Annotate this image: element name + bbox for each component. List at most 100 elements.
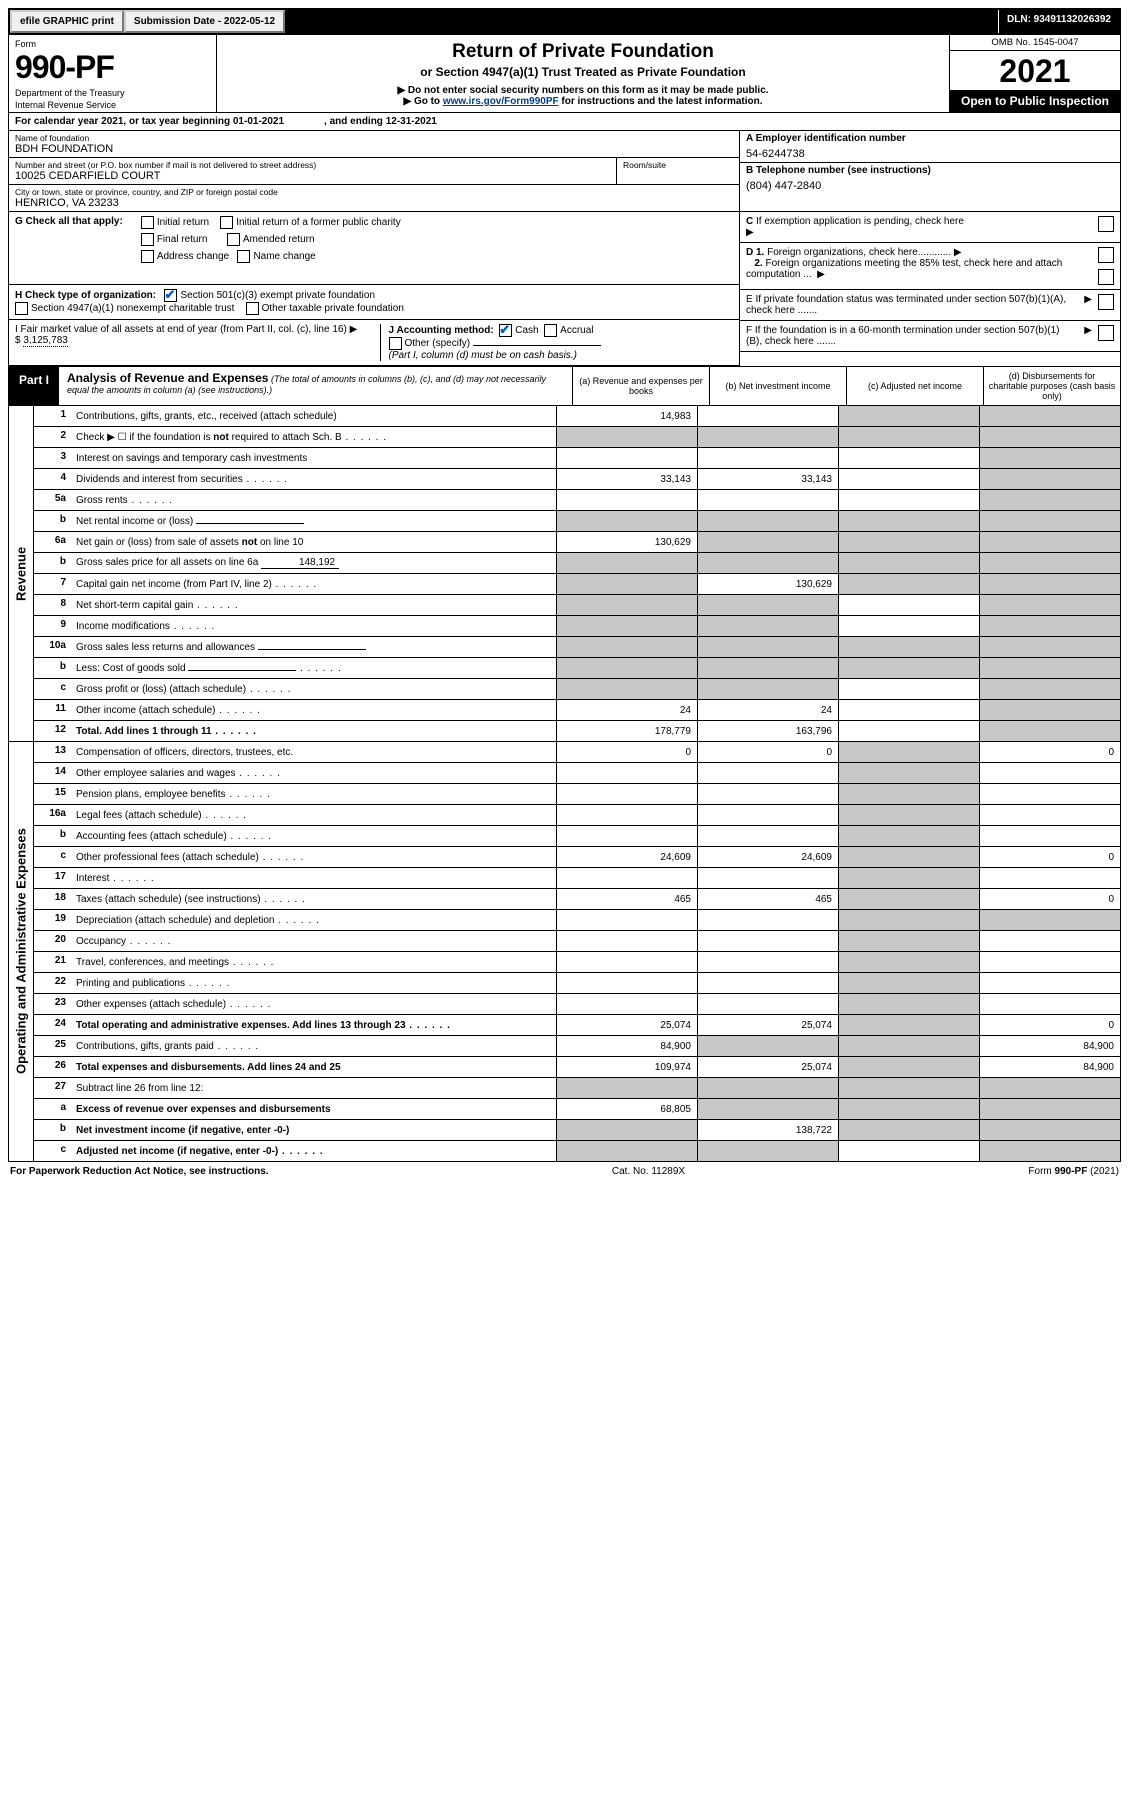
cb-cash[interactable] — [499, 324, 512, 337]
cell-d — [979, 616, 1120, 636]
cb-amended[interactable] — [227, 233, 240, 246]
row-number: b — [34, 553, 72, 573]
row-label: Excess of revenue over expenses and disb… — [72, 1099, 556, 1119]
table-row: bLess: Cost of goods sold — [34, 657, 1120, 678]
cell-a — [556, 805, 697, 825]
cell-b: 130,629 — [697, 574, 838, 594]
cal-end: , and ending 12-31-2021 — [324, 116, 437, 127]
cell-d: 0 — [979, 889, 1120, 909]
cell-a — [556, 952, 697, 972]
cb-address[interactable] — [141, 250, 154, 263]
row-label: Accounting fees (attach schedule) — [72, 826, 556, 846]
cb-other-tax[interactable] — [246, 302, 259, 315]
row-number: 18 — [34, 889, 72, 909]
year-box: OMB No. 1545-0047 2021 Open to Public In… — [949, 35, 1120, 112]
cell-b — [697, 784, 838, 804]
cell-b: 24,609 — [697, 847, 838, 867]
form-header: Form 990-PF Department of the Treasury I… — [8, 35, 1121, 113]
phone: (804) 447-2840 — [746, 180, 1114, 192]
cb-c[interactable] — [1098, 216, 1114, 232]
cell-a: 25,074 — [556, 1015, 697, 1035]
row-label: Total. Add lines 1 through 11 — [72, 721, 556, 741]
table-row: 8Net short-term capital gain — [34, 594, 1120, 615]
cell-a: 24,609 — [556, 847, 697, 867]
dln-label: DLN: 93491132026392 — [999, 10, 1119, 33]
cell-d: 0 — [979, 847, 1120, 867]
table-row: 17Interest — [34, 867, 1120, 888]
j-other-line — [473, 345, 601, 346]
cb-name[interactable] — [237, 250, 250, 263]
cell-c — [838, 847, 979, 867]
cell-b — [697, 532, 838, 552]
cell-d — [979, 973, 1120, 993]
row-number: 22 — [34, 973, 72, 993]
cb-d2[interactable] — [1098, 269, 1114, 285]
cb-4947[interactable] — [15, 302, 28, 315]
row-label: Adjusted net income (if negative, enter … — [72, 1141, 556, 1161]
cell-c — [838, 700, 979, 720]
row-number: 10a — [34, 637, 72, 657]
cb-other[interactable] — [389, 337, 402, 350]
cell-c — [838, 637, 979, 657]
cell-b — [697, 427, 838, 447]
row-label: Check ▶ ☐ if the foundation is not requi… — [72, 427, 556, 447]
cell-a: 68,805 — [556, 1099, 697, 1119]
row-number: 6a — [34, 532, 72, 552]
footer-mid: Cat. No. 11289X — [612, 1166, 685, 1177]
row-number: 26 — [34, 1057, 72, 1077]
cell-b: 0 — [697, 742, 838, 762]
table-row: 12Total. Add lines 1 through 11178,77916… — [34, 720, 1120, 741]
cell-a: 109,974 — [556, 1057, 697, 1077]
cell-a: 84,900 — [556, 1036, 697, 1056]
opt-initial: Initial return — [157, 217, 209, 228]
d-row: D 1. Foreign organizations, check here..… — [740, 243, 1120, 290]
table-row: 15Pension plans, employee benefits — [34, 783, 1120, 804]
col-c-hdr: (c) Adjusted net income — [846, 367, 983, 405]
cell-c — [838, 784, 979, 804]
table-row: cOther professional fees (attach schedul… — [34, 846, 1120, 867]
table-row: bAccounting fees (attach schedule) — [34, 825, 1120, 846]
cb-f[interactable] — [1098, 325, 1114, 341]
cell-a — [556, 994, 697, 1014]
row-label: Gross rents — [72, 490, 556, 510]
j-cell: J Accounting method: Cash Accrual Other … — [380, 324, 734, 361]
cell-a — [556, 637, 697, 657]
table-row: 25Contributions, gifts, grants paid84,90… — [34, 1035, 1120, 1056]
cell-d — [979, 931, 1120, 951]
i-value-link[interactable]: 3,125,783 — [23, 335, 68, 347]
cell-b — [697, 826, 838, 846]
cell-d — [979, 784, 1120, 804]
row-number: 5a — [34, 490, 72, 510]
cb-501c3[interactable] — [164, 289, 177, 302]
cb-final[interactable] — [141, 233, 154, 246]
efile-print-button[interactable]: efile GRAPHIC print — [10, 10, 124, 33]
irs-label: Internal Revenue Service — [15, 100, 210, 110]
row-label: Occupancy — [72, 931, 556, 951]
addr-label: Number and street (or P.O. box number if… — [15, 160, 610, 170]
j-other: Other (specify) — [405, 338, 471, 349]
cell-a: 14,983 — [556, 406, 697, 426]
form-label: Form — [15, 39, 210, 49]
cb-initial-former[interactable] — [220, 216, 233, 229]
address: 10025 CEDARFIELD COURT — [15, 170, 610, 182]
table-row: 26Total expenses and disbursements. Add … — [34, 1056, 1120, 1077]
form-subtitle: or Section 4947(a)(1) Trust Treated as P… — [225, 65, 941, 79]
cb-initial-return[interactable] — [141, 216, 154, 229]
cell-b — [697, 931, 838, 951]
cb-accrual[interactable] — [544, 324, 557, 337]
opt-name: Name change — [253, 251, 315, 262]
cell-c — [838, 553, 979, 573]
instr-1: ▶ Do not enter social security numbers o… — [225, 85, 941, 96]
cell-a — [556, 931, 697, 951]
footer-left: For Paperwork Reduction Act Notice, see … — [10, 1166, 269, 1177]
table-row: 6aNet gain or (loss) from sale of assets… — [34, 531, 1120, 552]
opt-amended: Amended return — [243, 234, 315, 245]
footer: For Paperwork Reduction Act Notice, see … — [8, 1162, 1121, 1177]
cb-e[interactable] — [1098, 294, 1114, 310]
submission-date: Submission Date - 2022-05-12 — [124, 10, 285, 33]
cb-d1[interactable] — [1098, 247, 1114, 263]
cell-d — [979, 721, 1120, 741]
irs-link[interactable]: www.irs.gov/Form990PF — [443, 96, 559, 107]
table-row: 9Income modifications — [34, 615, 1120, 636]
cell-a — [556, 910, 697, 930]
